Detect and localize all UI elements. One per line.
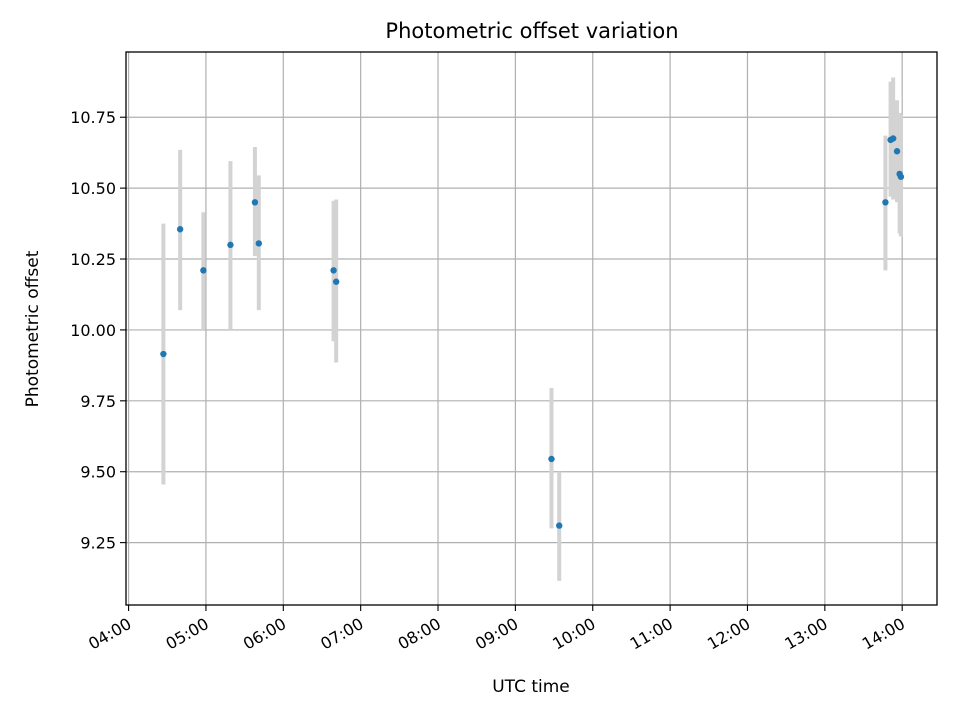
y-tick-label: 9.75 [80, 392, 116, 411]
data-point [330, 267, 337, 274]
data-point [889, 135, 897, 142]
data-point [255, 240, 263, 247]
x-axis-label: UTC time [492, 677, 570, 697]
x-tick-label: 11:00 [627, 614, 676, 654]
data-point [897, 173, 905, 180]
data-point [227, 241, 234, 249]
y-axis-ticks: 9.25 9.50 9.75 10.00 10.25 10.50 10.75 [70, 108, 126, 553]
data-point [160, 350, 167, 358]
x-tick-label: 12:00 [704, 614, 753, 654]
plot-frame [125, 51, 938, 606]
data-point [556, 522, 563, 529]
y-tick-label: 9.25 [80, 534, 116, 553]
x-tick-label: 09:00 [472, 614, 521, 654]
y-tick-label: 10.25 [70, 250, 116, 269]
x-axis-ticks: 04:00 05:00 06:00 07:00 08:00 09:00 10:00 11:00… [85, 605, 908, 654]
data-points [160, 135, 905, 529]
error-bars [161, 77, 903, 581]
data-point [251, 199, 259, 206]
x-tick-label: 08:00 [395, 614, 444, 654]
data-point [332, 278, 340, 285]
y-tick-label: 9.50 [80, 463, 116, 482]
y-tick-label: 10.50 [70, 179, 116, 198]
x-tick-label: 14:00 [859, 614, 908, 654]
data-point [200, 267, 207, 274]
data-point [176, 226, 184, 233]
x-tick-label: 05:00 [163, 614, 212, 654]
x-tick-label: 13:00 [781, 614, 830, 654]
data-point [548, 455, 555, 463]
data-point [893, 148, 901, 155]
y-tick-label: 10.00 [70, 321, 116, 340]
chart-title: Photometric offset variation [385, 19, 678, 43]
y-tick-label: 10.75 [70, 108, 116, 127]
x-tick-label: 06:00 [240, 614, 289, 654]
x-tick-label: 07:00 [317, 614, 366, 654]
x-tick-label: 04:00 [85, 614, 134, 654]
data-point [882, 199, 889, 206]
y-axis-label: Photometric offset [23, 250, 43, 407]
x-tick-label: 10:00 [549, 614, 598, 654]
grid [126, 52, 937, 605]
